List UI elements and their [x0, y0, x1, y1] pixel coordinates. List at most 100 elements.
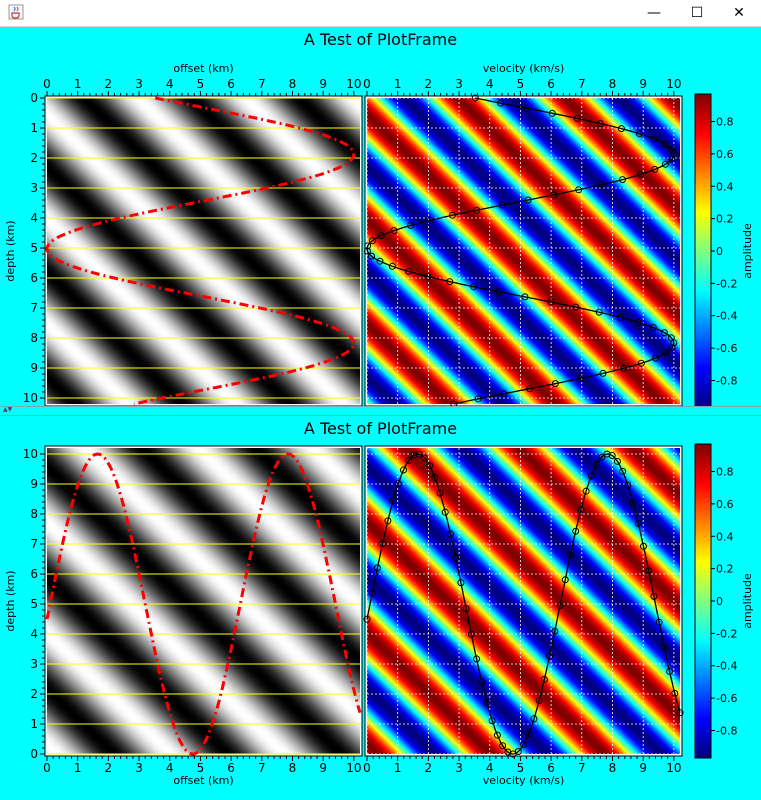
right-x-axis-label: velocity (km/s) — [483, 62, 565, 75]
black-curve — [366, 97, 675, 405]
curve-marker — [441, 508, 449, 516]
curve-marker — [377, 232, 385, 240]
curve-marker — [520, 741, 527, 749]
curve-marker — [637, 359, 645, 367]
curve-marker — [446, 530, 454, 538]
curve-marker — [582, 487, 590, 495]
x-tick-label: 8 — [289, 761, 297, 775]
split-arrows-icon[interactable]: ▲▼ — [3, 406, 13, 413]
colorbar-tick-label: -0.6 — [716, 342, 737, 355]
x-tick-label: 2 — [425, 761, 433, 775]
x-tick-label: 2 — [105, 761, 113, 775]
x-tick-label: 3 — [455, 77, 463, 91]
curve-marker — [368, 237, 376, 245]
curve-marker — [649, 324, 657, 331]
split-pane-divider[interactable]: ▲▼ — [0, 406, 761, 416]
x-tick-label: 4 — [166, 761, 174, 775]
curve-marker — [645, 567, 653, 575]
curve-marker — [593, 460, 601, 468]
curve-marker — [550, 191, 558, 199]
curve-marker — [376, 257, 384, 265]
curve-marker — [650, 592, 658, 600]
curve-marker — [548, 109, 556, 117]
colorbar-tick-label: 0.8 — [716, 116, 734, 129]
jet-image — [367, 448, 680, 754]
colorbar-tick-label: -0.6 — [716, 692, 737, 705]
y-tick-label: 7 — [30, 537, 38, 551]
colorbar-tick-label: 0.2 — [716, 563, 734, 576]
curve-marker — [535, 697, 543, 705]
curve-marker — [495, 288, 503, 296]
curve-marker — [474, 395, 482, 403]
y-tick-label: 2 — [30, 151, 38, 165]
colorbar-tick-label: -0.4 — [716, 660, 737, 673]
curve-marker — [566, 551, 574, 559]
curve-marker — [488, 717, 496, 725]
red-dashdot-curve — [45, 452, 362, 756]
curve-marker — [467, 630, 475, 638]
x-tick-label: 9 — [639, 77, 647, 91]
curve-marker — [598, 181, 606, 189]
curve-marker — [635, 130, 643, 138]
y-tick-label: 3 — [30, 181, 38, 195]
colorbar-tick-label: -0.8 — [716, 724, 737, 737]
x-tick-label: 10 — [346, 77, 361, 91]
y-axis-label: depth (km) — [4, 220, 17, 281]
right-x-axis-label: velocity (km/s) — [483, 774, 565, 787]
colorbar — [695, 94, 711, 406]
x-tick-label: 6 — [227, 77, 235, 91]
curve-marker — [500, 390, 508, 398]
x-tick-label: 7 — [578, 761, 586, 775]
close-button[interactable]: ✕ — [716, 0, 761, 26]
curve-marker — [540, 675, 548, 683]
x-tick-label: 5 — [517, 77, 525, 91]
curve-marker — [572, 527, 580, 535]
close-icon: ✕ — [733, 5, 745, 21]
curve-marker — [572, 303, 580, 311]
colorbar-label: amplitude — [741, 223, 754, 279]
curve-marker — [483, 699, 491, 707]
y-tick-label: 4 — [30, 627, 38, 641]
curve-marker — [660, 329, 668, 337]
curve-marker — [629, 499, 637, 507]
curve-marker — [426, 462, 434, 470]
curve-marker — [596, 120, 604, 127]
y-tick-label: 5 — [30, 597, 38, 611]
minimize-button[interactable]: — — [631, 0, 677, 26]
x-tick-label: 0 — [363, 77, 371, 91]
curve-marker — [478, 678, 486, 686]
colorbar-tick-label: 0 — [716, 595, 723, 608]
curve-marker — [634, 318, 642, 326]
x-tick-label: 9 — [319, 77, 327, 91]
curve-marker — [499, 742, 507, 750]
curve-marker — [368, 252, 376, 260]
x-tick-label: 10 — [666, 761, 681, 775]
x-tick-label: 10 — [346, 761, 361, 775]
x-tick-label: 2 — [105, 77, 113, 91]
x-tick-label: 4 — [486, 77, 494, 91]
x-tick-label: 8 — [289, 77, 297, 91]
minimize-icon: — — [647, 5, 661, 21]
curve-marker — [661, 160, 669, 168]
curve-marker — [662, 349, 670, 357]
maximize-button[interactable]: ☐ — [674, 0, 720, 26]
x-tick-label: 2 — [425, 77, 433, 91]
y-tick-label: 7 — [30, 301, 38, 315]
curve-marker — [424, 273, 432, 280]
curve-marker — [436, 489, 444, 497]
top-plot-title: A Test of PlotFrame — [303, 30, 458, 49]
x-tick-label: 0 — [43, 77, 51, 91]
x-tick-label: 5 — [517, 761, 525, 775]
curve-marker — [457, 579, 465, 587]
curve-marker — [660, 643, 668, 651]
curve-marker — [634, 519, 642, 527]
curve-marker — [473, 655, 481, 663]
x-tick-label: 1 — [74, 77, 82, 91]
x-tick-label: 0 — [43, 761, 51, 775]
curve-marker — [546, 652, 554, 660]
curve-marker — [624, 481, 632, 489]
x-tick-label: 4 — [486, 761, 494, 775]
curve-marker — [599, 369, 607, 377]
